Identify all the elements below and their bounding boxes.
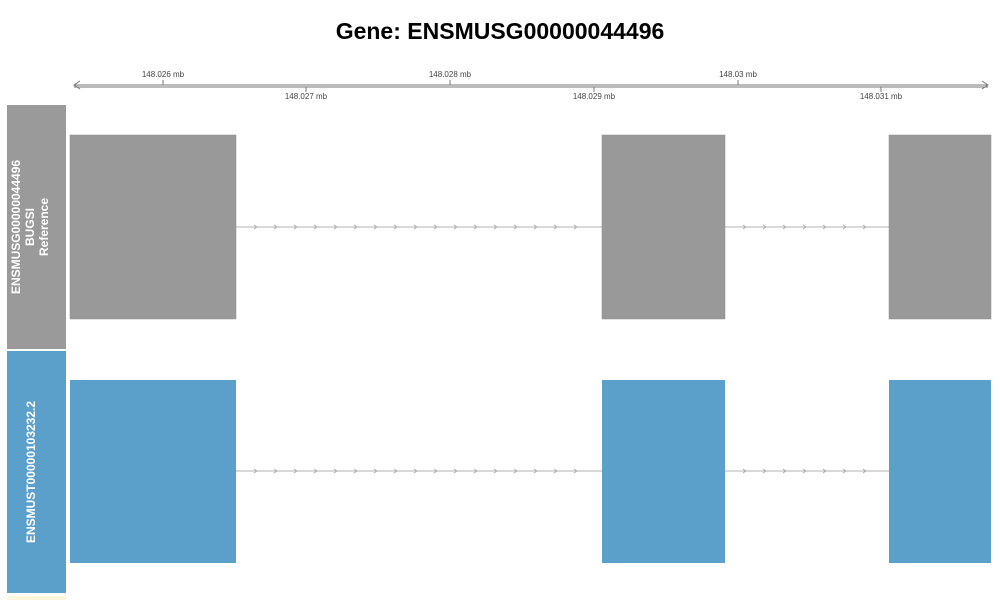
chevron-right-icon [293, 468, 298, 474]
chevron-right-icon [862, 468, 867, 474]
chevron-right-icon [453, 468, 458, 474]
chevron-right-icon [353, 224, 358, 230]
chevron-right-icon [413, 224, 418, 230]
next-track-edge [7, 596, 66, 600]
chevron-right-icon [333, 468, 338, 474]
axis-tick-label: 148.028 mb [429, 70, 472, 79]
exon-block [888, 134, 992, 320]
track-label-line: Reference [37, 198, 51, 256]
chevron-right-icon [762, 224, 767, 230]
chevron-right-icon [802, 468, 807, 474]
chevron-right-icon [273, 468, 278, 474]
chevron-right-icon [513, 224, 518, 230]
chevron-right-icon [473, 224, 478, 230]
chevron-right-icon [373, 468, 378, 474]
chevron-right-icon [433, 468, 438, 474]
track-label-line: ENSMUST00000103232.2 [24, 401, 38, 543]
chevron-right-icon [293, 224, 298, 230]
chevron-right-icon [553, 468, 558, 474]
chevron-right-icon [273, 224, 278, 230]
chevron-right-icon [313, 468, 318, 474]
exon-block [70, 380, 236, 563]
chevron-right-icon [553, 224, 558, 230]
chevron-right-icon [762, 468, 767, 474]
chevron-right-icon [413, 468, 418, 474]
chevron-right-icon [253, 468, 258, 474]
chevron-right-icon [453, 224, 458, 230]
axis-tick-label: 148.03 mb [719, 70, 757, 79]
track-transcript: ENSMUST00000103232.2 [7, 351, 991, 593]
chevron-right-icon [533, 224, 538, 230]
chevron-right-icon [842, 468, 847, 474]
chevron-right-icon [393, 224, 398, 230]
chevron-right-icon [313, 224, 318, 230]
chevron-right-icon [533, 468, 538, 474]
page-title: Gene: ENSMUSG00000044496 [335, 18, 665, 44]
genome-axis: 148.026 mb 148.028 mb 148.03 mb 148.027 … [73, 70, 989, 101]
chevron-right-icon [513, 468, 518, 474]
chevron-right-icon [353, 468, 358, 474]
chevron-right-icon [742, 468, 747, 474]
track-label-line: ENSMUSG00000044496 [9, 160, 23, 294]
chevron-right-icon [822, 468, 827, 474]
chevron-right-icon [333, 224, 338, 230]
axis-left-arrow-icon [73, 80, 81, 90]
intron-direction-arrows [253, 224, 867, 230]
chevron-right-icon [253, 224, 258, 230]
chevron-right-icon [782, 224, 787, 230]
chevron-right-icon [822, 224, 827, 230]
axis-tick-label: 148.027 mb [285, 92, 328, 101]
exon-block [601, 134, 726, 320]
exon-block [889, 380, 991, 563]
chevron-right-icon [862, 224, 867, 230]
track-label-panel [7, 351, 66, 593]
chevron-right-icon [842, 224, 847, 230]
track-reference: ENSMUSG00000044496 BUGSI Reference [7, 105, 992, 349]
axis-tick-label: 148.031 mb [860, 92, 903, 101]
chevron-right-icon [573, 224, 578, 230]
axis-tick-label: 148.029 mb [573, 92, 616, 101]
track-label-line: BUGSI [23, 208, 37, 246]
chevron-right-icon [573, 468, 578, 474]
chevron-right-icon [782, 468, 787, 474]
axis-right-arrow-icon [981, 80, 989, 90]
exon-block [602, 380, 725, 563]
chevron-right-icon [393, 468, 398, 474]
chevron-right-icon [802, 224, 807, 230]
exon-block [69, 134, 237, 320]
chevron-right-icon [493, 468, 498, 474]
axis-tick-label: 148.026 mb [142, 70, 185, 79]
chevron-right-icon [493, 224, 498, 230]
chevron-right-icon [373, 224, 378, 230]
intron-direction-arrows [253, 468, 867, 474]
chevron-right-icon [742, 224, 747, 230]
track-label-panel [7, 105, 66, 349]
chevron-right-icon [473, 468, 478, 474]
chevron-right-icon [433, 224, 438, 230]
